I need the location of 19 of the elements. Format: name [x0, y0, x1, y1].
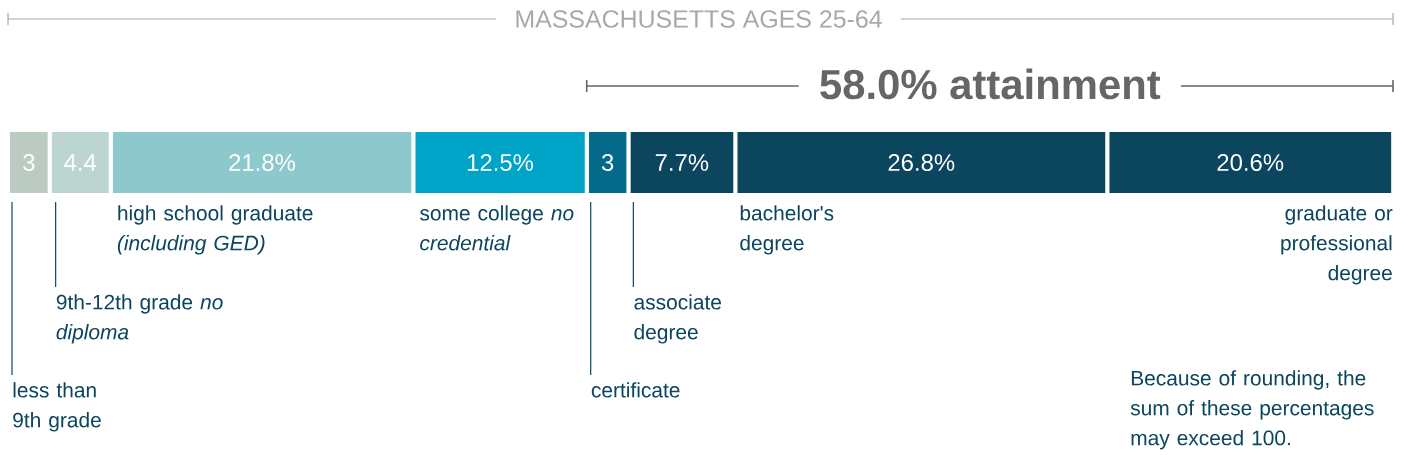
text: some college no credential [420, 205, 574, 251]
series-label: graduate or professional degree [1281, 205, 1393, 285]
text: associate degree [634, 294, 721, 344]
chart-title: MASSACHUSETTS AGES 25-64 [516, 10, 882, 28]
data-label: 3 [601, 154, 614, 171]
data-label: 4.4 [64, 154, 97, 171]
data-label: 21.8% [229, 154, 296, 171]
text: 9th-12th grade no diploma [56, 294, 223, 344]
data-label: 26.8% [888, 154, 955, 171]
text: less than 9th grade [13, 382, 101, 432]
series-label: bachelor's degree [740, 205, 834, 255]
text: certificate [591, 382, 680, 398]
text: 58.0% attainment [820, 68, 1161, 100]
data-label: 7.7% [655, 154, 709, 171]
text: Because of rounding, the sum of these percentages may exceed 100. [1130, 370, 1374, 450]
series-label: high school graduate (including GED) [117, 205, 313, 255]
data-label: 3 [23, 154, 35, 171]
data-label: 20.6% [1217, 154, 1284, 171]
data-label: 12.5% [467, 154, 534, 171]
